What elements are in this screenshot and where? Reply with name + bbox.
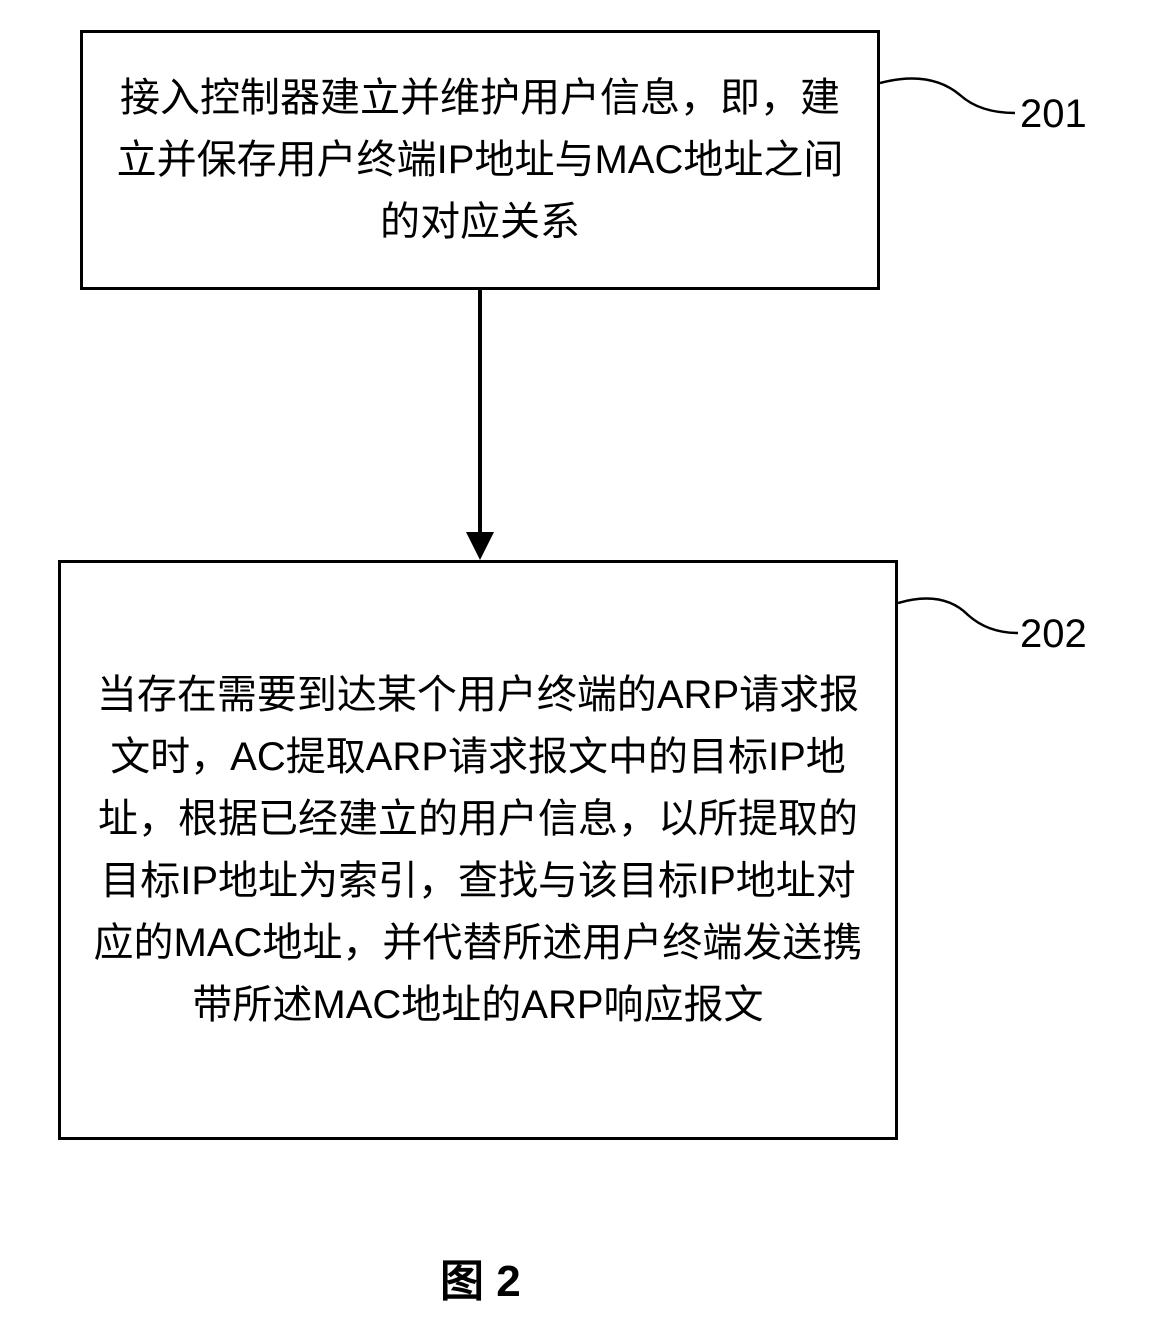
figure-caption: 图 2 [440, 1245, 521, 1309]
node-2-text: 当存在需要到达某个用户终端的ARP请求报文时，AC提取ARP请求报文中的目标IP… [91, 664, 865, 1036]
flowchart-node-2: 当存在需要到达某个用户终端的ARP请求报文时，AC提取ARP请求报文中的目标IP… [58, 560, 898, 1140]
node-1-text: 接入控制器建立并维护用户信息，即，建立并保存用户终端IP地址与MAC地址之间的对… [113, 67, 847, 253]
flowchart-node-1: 接入控制器建立并维护用户信息，即，建立并保存用户终端IP地址与MAC地址之间的对… [80, 30, 880, 290]
label-201: 201 [1020, 92, 1087, 137]
label-202: 202 [1020, 612, 1087, 657]
arrow-head [466, 532, 494, 560]
label-curve-202 [898, 595, 1023, 645]
connector-line [478, 290, 482, 538]
label-curve-201 [880, 75, 1020, 125]
